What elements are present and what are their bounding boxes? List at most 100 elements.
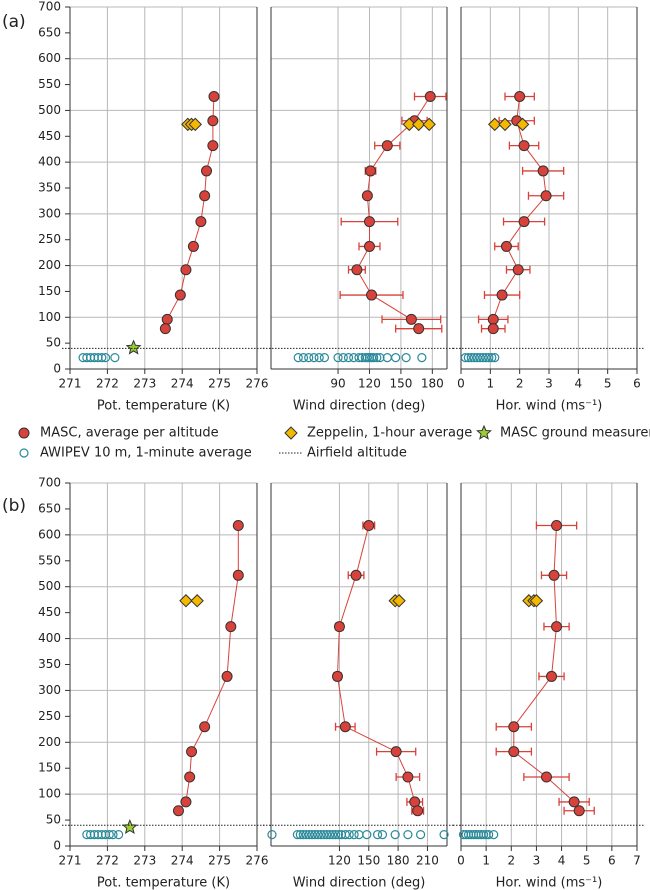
data-point <box>369 353 379 363</box>
data-point <box>357 353 367 363</box>
data-point <box>412 805 424 817</box>
data-point <box>298 353 309 363</box>
data-point <box>484 829 494 840</box>
data-point <box>304 829 314 840</box>
data-point <box>179 594 193 608</box>
data-point <box>338 353 348 363</box>
legend-symbol <box>284 426 298 440</box>
x-tick-label: 273 <box>133 854 156 868</box>
data-point <box>463 353 473 363</box>
data-point <box>225 621 237 633</box>
data-point <box>417 353 427 363</box>
data-point <box>481 353 491 363</box>
x-tick-label: 210 <box>416 854 439 868</box>
x-tick-label: 271 <box>59 377 82 391</box>
data-point <box>121 818 138 835</box>
x-tick-label: 180 <box>421 377 444 391</box>
data-point <box>508 746 520 758</box>
data-point <box>363 520 375 532</box>
x-tick-label: 3 <box>533 854 541 868</box>
x-tick-label: 4 <box>558 854 566 868</box>
y-tick-label: 350 <box>38 181 61 195</box>
data-point <box>186 746 198 758</box>
data-point <box>490 353 500 363</box>
x-tick-label: 275 <box>208 854 231 868</box>
data-point <box>375 353 385 363</box>
data-point <box>392 594 406 608</box>
data-point <box>518 140 530 152</box>
data-point <box>489 829 499 840</box>
data-point <box>405 313 417 325</box>
y-tick-label: 200 <box>38 258 61 272</box>
data-point <box>301 829 311 840</box>
x-tick-label: 1 <box>482 854 490 868</box>
y-tick-label: 50 <box>46 813 61 827</box>
data-point <box>475 353 485 363</box>
data-point <box>174 289 186 301</box>
data-point <box>339 721 351 733</box>
x-tick-label: 6 <box>608 854 616 868</box>
data-point <box>188 117 202 132</box>
x-axis-label: Hor. wind (ms⁻¹) <box>496 399 603 414</box>
x-tick-label: 90 <box>330 377 345 391</box>
x-tick-label: 3 <box>545 377 553 391</box>
data-point <box>484 353 494 363</box>
y-tick-label: 250 <box>38 232 61 246</box>
data-point <box>307 829 317 840</box>
data-point <box>325 829 335 840</box>
y-tick-label: 600 <box>38 527 61 541</box>
legend-symbol <box>18 427 30 439</box>
data-point <box>110 353 120 363</box>
data-point <box>413 323 425 335</box>
x-tick-label: 7 <box>633 854 641 868</box>
y-tick-label: 0 <box>53 839 61 853</box>
legend-symbol <box>476 424 492 440</box>
data-point <box>422 117 436 132</box>
data-point <box>104 829 114 840</box>
data-point <box>512 264 524 276</box>
data-point <box>551 520 563 532</box>
data-point <box>546 670 558 682</box>
data-point <box>377 829 388 840</box>
x-axis-label: Pot. temperature (K) <box>97 399 230 414</box>
panel-label: (a) <box>2 12 26 32</box>
data-point <box>515 117 530 132</box>
data-point <box>540 771 552 783</box>
y-tick-label: 450 <box>38 605 61 619</box>
x-axis-label: Wind direction (deg) <box>293 399 426 414</box>
y-tick-label: 650 <box>38 25 61 39</box>
data-point <box>548 569 560 581</box>
x-tick-label: 120 <box>358 377 381 391</box>
data-point <box>361 190 373 202</box>
data-point <box>309 353 319 363</box>
data-point <box>573 805 585 817</box>
data-point <box>537 165 549 177</box>
y-tick-label: 300 <box>38 683 61 697</box>
data-point <box>340 829 350 840</box>
data-point <box>232 569 244 581</box>
data-point <box>292 829 302 840</box>
x-tick-label: 2 <box>516 377 524 391</box>
data-point <box>199 190 211 202</box>
data-point <box>232 520 244 532</box>
data-point <box>333 621 345 633</box>
data-point <box>100 353 111 363</box>
data-point <box>390 746 402 758</box>
y-tick-label: 650 <box>38 501 61 515</box>
x-tick-label: 0 <box>457 854 465 868</box>
legend-label: MASC ground measurement <box>500 426 650 441</box>
data-point <box>184 771 196 783</box>
legend-label: Airfield altitude <box>307 446 407 461</box>
data-point <box>159 323 171 335</box>
data-point <box>416 829 426 840</box>
data-point <box>208 90 220 102</box>
data-point <box>508 721 520 733</box>
data-point <box>199 721 211 733</box>
legend-symbol <box>19 448 29 458</box>
data-point <box>472 353 482 363</box>
y-tick-label: 550 <box>38 77 61 91</box>
data-point <box>333 353 343 363</box>
x-axis-label: Hor. wind (ms⁻¹) <box>496 876 603 890</box>
data-point <box>412 117 426 132</box>
data-point <box>293 353 303 363</box>
